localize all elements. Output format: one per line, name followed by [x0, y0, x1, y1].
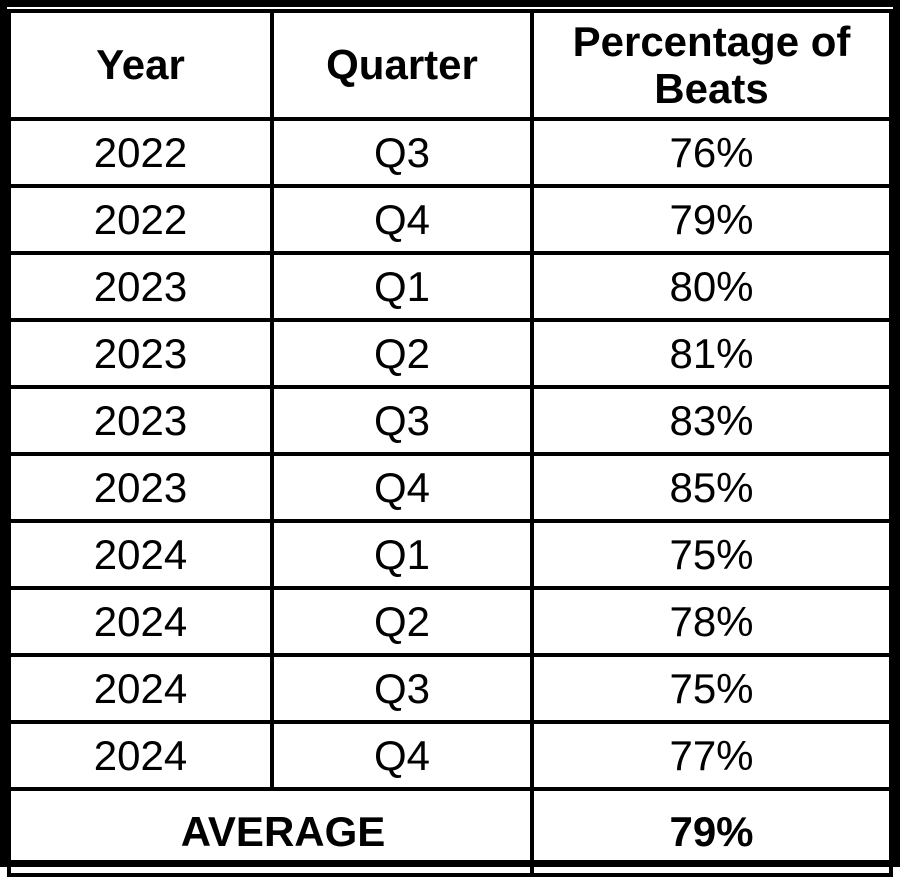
pct-cell: 83%: [530, 385, 893, 456]
year-cell: 2024: [7, 653, 274, 724]
average-row: AVERAGE 79%: [7, 787, 893, 877]
year-cell: 2023: [7, 318, 274, 389]
quarter-cell: Q2: [270, 586, 534, 657]
pct-cell: 75%: [530, 519, 893, 590]
pct-cell: 85%: [530, 452, 893, 523]
year-cell: 2024: [7, 519, 274, 590]
year-cell: 2023: [7, 251, 274, 322]
pct-cell: 75%: [530, 653, 893, 724]
pct-cell: 76%: [530, 117, 893, 188]
pct-cell: 81%: [530, 318, 893, 389]
pct-cell: 78%: [530, 586, 893, 657]
col-header-quarter: Quarter: [270, 9, 534, 121]
beats-table: Year Quarter Percentage of Beats 2022 Q3…: [7, 9, 893, 877]
quarter-cell: Q3: [270, 117, 534, 188]
header-row: Year Quarter Percentage of Beats: [7, 9, 893, 121]
quarter-cell: Q3: [270, 385, 534, 456]
average-value: 79%: [530, 787, 893, 877]
col-header-year: Year: [7, 9, 274, 121]
average-label: AVERAGE: [7, 787, 534, 877]
quarter-cell: Q4: [270, 720, 534, 791]
pct-cell: 80%: [530, 251, 893, 322]
table-row: 2023 Q1 80%: [7, 251, 893, 322]
quarter-cell: Q3: [270, 653, 534, 724]
year-cell: 2022: [7, 184, 274, 255]
pct-cell: 79%: [530, 184, 893, 255]
year-cell: 2023: [7, 452, 274, 523]
table-row: 2022 Q4 79%: [7, 184, 893, 255]
table-row: 2024 Q3 75%: [7, 653, 893, 724]
year-cell: 2024: [7, 586, 274, 657]
table-row: 2023 Q3 83%: [7, 385, 893, 456]
table-row: 2023 Q4 85%: [7, 452, 893, 523]
quarter-cell: Q4: [270, 452, 534, 523]
year-cell: 2024: [7, 720, 274, 791]
table-row: 2024 Q1 75%: [7, 519, 893, 590]
year-cell: 2023: [7, 385, 274, 456]
table-row: 2022 Q3 76%: [7, 117, 893, 188]
table-row: 2024 Q4 77%: [7, 720, 893, 791]
table-row: 2023 Q2 81%: [7, 318, 893, 389]
col-header-percentage-of-beats: Percentage of Beats: [530, 9, 893, 121]
quarter-cell: Q4: [270, 184, 534, 255]
year-cell: 2022: [7, 117, 274, 188]
table-row: 2024 Q2 78%: [7, 586, 893, 657]
quarter-cell: Q1: [270, 251, 534, 322]
quarter-cell: Q2: [270, 318, 534, 389]
pct-cell: 77%: [530, 720, 893, 791]
quarter-cell: Q1: [270, 519, 534, 590]
